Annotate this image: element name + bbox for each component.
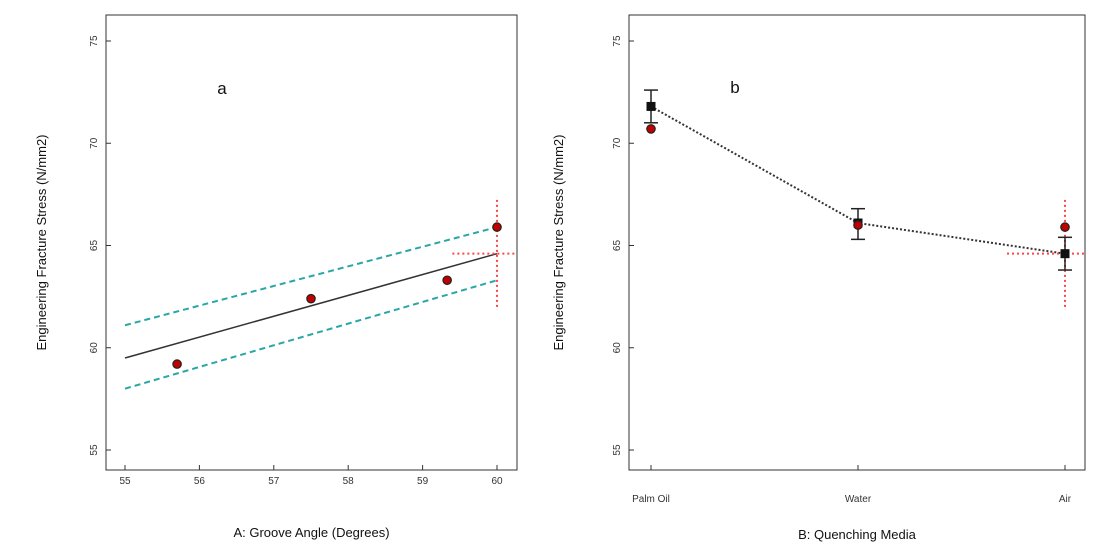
- x-tick-label: 60: [491, 476, 503, 487]
- x-tick-label: 57: [268, 476, 280, 487]
- y-tick-label: 75: [612, 35, 623, 47]
- panel-label: a: [217, 79, 227, 98]
- x-tick-label: 59: [417, 476, 429, 487]
- data-point: [1060, 222, 1070, 232]
- plot-frame: [105, 14, 518, 471]
- y-axis-label: Engineering Fracture Stress (N/mm2): [34, 134, 49, 350]
- y-tick-label: 60: [612, 342, 623, 354]
- x-tick-label: 55: [119, 476, 131, 487]
- y-tick-label: 60: [89, 342, 100, 354]
- y-tick-label: 70: [89, 137, 100, 149]
- mean-marker: [1060, 249, 1070, 259]
- panel-label: b: [730, 78, 739, 97]
- y-tick-label: 55: [89, 444, 100, 456]
- y-tick-label: 65: [89, 240, 100, 252]
- x-tick-label: Air: [1059, 494, 1072, 505]
- y-tick-label: 65: [612, 240, 623, 252]
- data-point: [492, 222, 502, 232]
- x-axis-label: B: Quenching Media: [798, 527, 917, 542]
- y-axis-label: Engineering Fracture Stress (N/mm2): [551, 134, 566, 350]
- x-tick-label: 58: [343, 476, 355, 487]
- data-point: [442, 275, 452, 286]
- data-point: [853, 220, 863, 230]
- x-tick-label: Water: [845, 494, 872, 505]
- plot-frame: [628, 14, 1086, 471]
- chart-panel-b: Palm Oil Water Air 55 60 65 70 75 b B: Quenching …: [551, 14, 1086, 542]
- chart-panel-a: 55 56 57 58 59 60 55 60 65 70 75 a A: Groove Angle (…: [34, 14, 518, 540]
- data-point: [646, 124, 656, 134]
- confidence-band-upper: [124, 226, 498, 327]
- fit-line: [124, 252, 498, 359]
- x-tick-label: 56: [194, 476, 206, 487]
- confidence-band-lower: [124, 279, 498, 390]
- y-tick-label: 55: [612, 444, 623, 456]
- y-tick-label: 75: [89, 35, 100, 47]
- y-tick-label: 70: [612, 137, 623, 149]
- mean-marker: [646, 101, 656, 111]
- data-point: [306, 293, 316, 304]
- data-point: [172, 359, 182, 369]
- x-axis-label: A: Groove Angle (Degrees): [233, 525, 389, 540]
- x-tick-label: Palm Oil: [632, 494, 670, 505]
